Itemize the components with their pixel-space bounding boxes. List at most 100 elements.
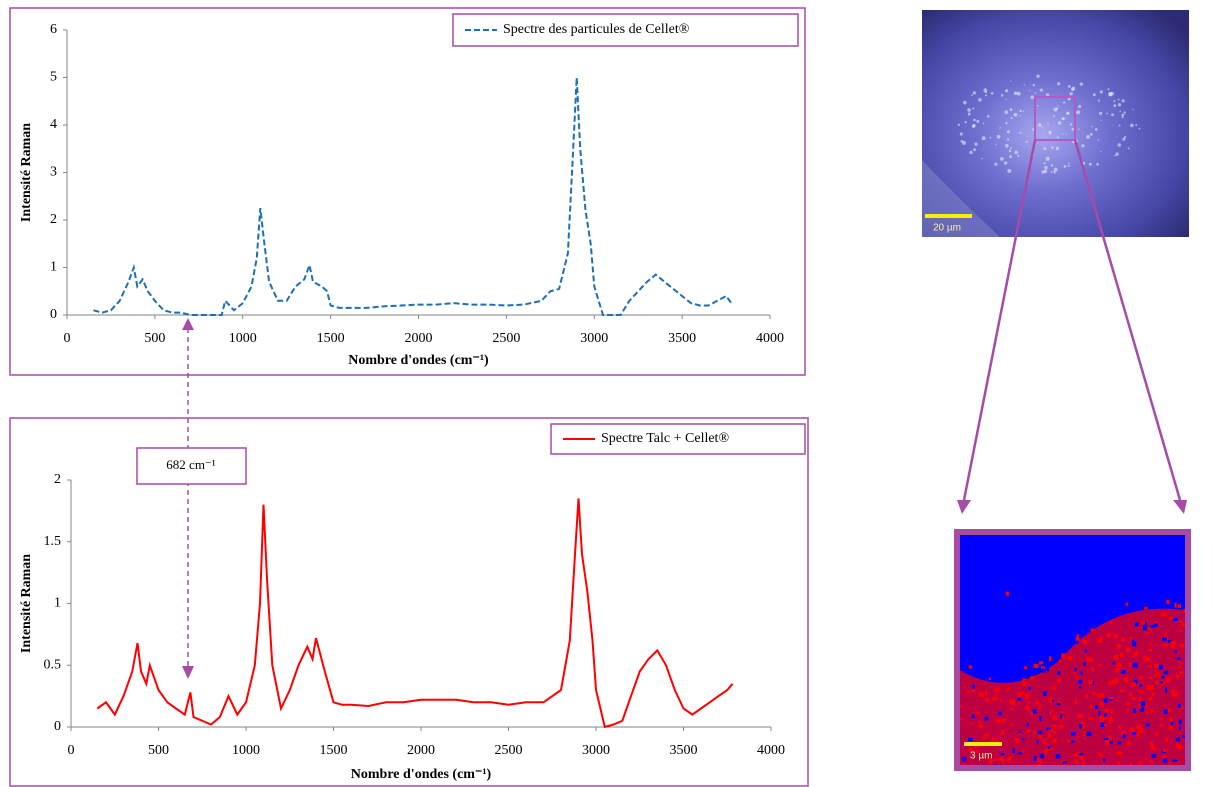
speck xyxy=(1099,719,1103,723)
speck xyxy=(966,690,970,693)
speck xyxy=(985,690,988,695)
speck xyxy=(1119,751,1122,755)
speck xyxy=(1123,676,1128,682)
y-tick-label: 1.5 xyxy=(44,534,62,549)
speck xyxy=(970,722,973,725)
speck xyxy=(1151,692,1155,696)
speck xyxy=(1141,621,1146,625)
speck xyxy=(1105,740,1110,745)
speck xyxy=(1006,688,1010,691)
x-tick-label: 2500 xyxy=(495,743,523,758)
y-axis-title: Intensité Raman xyxy=(19,554,34,653)
speck xyxy=(1063,165,1067,168)
speck xyxy=(990,91,994,95)
speck xyxy=(1123,136,1127,139)
speck xyxy=(1161,750,1166,754)
speck xyxy=(1117,103,1122,107)
speck xyxy=(1168,725,1173,731)
x-tick-label: 3000 xyxy=(582,743,610,758)
speck xyxy=(1146,685,1150,690)
speck xyxy=(973,148,977,152)
speck xyxy=(1103,758,1106,762)
speck xyxy=(1183,608,1185,614)
speck xyxy=(1053,167,1058,172)
speck xyxy=(1176,745,1182,749)
speck xyxy=(1171,689,1175,694)
speck xyxy=(960,139,964,143)
speck xyxy=(1045,156,1050,161)
speck xyxy=(1078,685,1082,689)
speck xyxy=(1103,698,1108,703)
y-tick-label: 2 xyxy=(54,472,61,487)
speck xyxy=(1127,147,1130,150)
speck xyxy=(1109,620,1113,625)
speck xyxy=(1144,606,1148,610)
legend-label: Spectre des particules de Cellet® xyxy=(503,22,690,37)
x-tick-label: 3500 xyxy=(668,331,696,346)
zoom-region xyxy=(1034,96,1076,141)
scale-label: 20 µm xyxy=(933,223,961,234)
spectrum-line xyxy=(96,498,734,729)
speck xyxy=(1089,133,1093,136)
speck xyxy=(1109,716,1113,721)
speck xyxy=(967,108,971,112)
speck xyxy=(1011,701,1016,706)
speck xyxy=(1177,704,1182,708)
speck xyxy=(1132,662,1138,668)
speck xyxy=(1046,727,1052,731)
speck xyxy=(1050,164,1054,167)
speck xyxy=(1131,639,1135,643)
speck xyxy=(1111,661,1116,665)
speck xyxy=(1010,80,1012,82)
speck xyxy=(1145,711,1149,715)
speck xyxy=(1082,725,1085,729)
speck xyxy=(1044,751,1048,755)
speck xyxy=(1120,652,1125,657)
speck xyxy=(1138,704,1142,709)
speck xyxy=(1043,147,1047,151)
speck xyxy=(1078,679,1083,684)
speck xyxy=(973,118,976,122)
speck xyxy=(984,716,989,721)
speck xyxy=(1108,681,1111,686)
speck xyxy=(1138,676,1144,680)
speck xyxy=(1056,136,1059,139)
speck xyxy=(972,684,975,689)
speck xyxy=(1062,761,1067,764)
speck xyxy=(1176,675,1180,679)
speck xyxy=(1030,676,1035,681)
speck xyxy=(1053,171,1056,174)
speck xyxy=(1178,726,1181,730)
speck xyxy=(1044,165,1048,170)
speck xyxy=(1074,699,1078,705)
speck xyxy=(999,677,1005,681)
speck xyxy=(995,719,1000,723)
speck xyxy=(1138,761,1142,765)
speck xyxy=(974,750,980,753)
speck xyxy=(1107,735,1112,741)
speck xyxy=(1079,82,1084,86)
speck xyxy=(1160,717,1164,720)
speck xyxy=(1024,693,1030,697)
speck xyxy=(962,756,967,762)
speck xyxy=(1014,150,1018,155)
speck xyxy=(1119,110,1122,113)
speck xyxy=(1118,725,1122,729)
speck xyxy=(1049,711,1052,716)
speck xyxy=(1080,671,1083,675)
speck xyxy=(1115,152,1119,156)
speck xyxy=(1106,112,1109,115)
speck xyxy=(1067,84,1071,88)
speck xyxy=(967,112,971,116)
speck xyxy=(1133,679,1138,684)
speck xyxy=(1121,113,1125,117)
speck xyxy=(1155,680,1159,685)
speck xyxy=(1164,709,1168,714)
arrow-head xyxy=(182,666,194,679)
speck xyxy=(1148,648,1153,652)
speck xyxy=(1179,670,1184,675)
speck xyxy=(988,759,993,765)
speck xyxy=(1173,617,1178,622)
speck xyxy=(1001,758,1006,763)
speck xyxy=(1139,684,1143,687)
